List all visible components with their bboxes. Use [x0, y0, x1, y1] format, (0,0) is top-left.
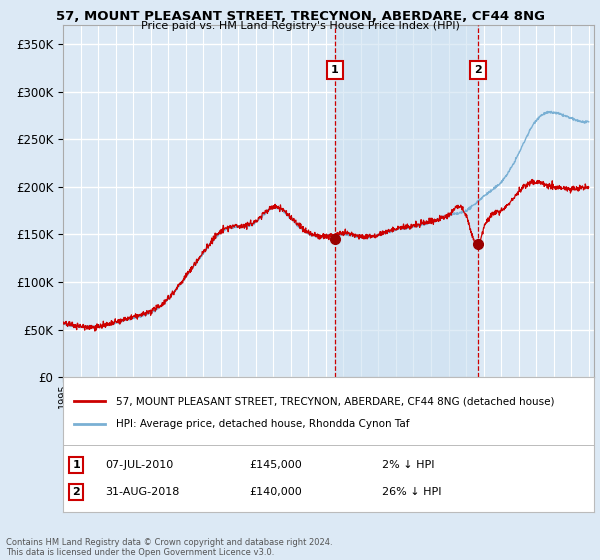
Text: 07-JUL-2010: 07-JUL-2010 [106, 460, 174, 470]
Text: 1: 1 [73, 460, 80, 470]
Text: 26% ↓ HPI: 26% ↓ HPI [382, 487, 441, 497]
Text: 57, MOUNT PLEASANT STREET, TRECYNON, ABERDARE, CF44 8NG: 57, MOUNT PLEASANT STREET, TRECYNON, ABE… [56, 10, 545, 23]
Text: Contains HM Land Registry data © Crown copyright and database right 2024.
This d: Contains HM Land Registry data © Crown c… [6, 538, 332, 557]
Text: HPI: Average price, detached house, Rhondda Cynon Taf: HPI: Average price, detached house, Rhon… [116, 419, 410, 430]
Text: 2% ↓ HPI: 2% ↓ HPI [382, 460, 434, 470]
Text: 2: 2 [73, 487, 80, 497]
Text: 1: 1 [331, 65, 339, 75]
Text: £145,000: £145,000 [249, 460, 302, 470]
Text: 57, MOUNT PLEASANT STREET, TRECYNON, ABERDARE, CF44 8NG (detached house): 57, MOUNT PLEASANT STREET, TRECYNON, ABE… [116, 396, 554, 407]
Text: 2: 2 [474, 65, 482, 75]
Text: 31-AUG-2018: 31-AUG-2018 [106, 487, 180, 497]
Text: £140,000: £140,000 [249, 487, 302, 497]
Text: Price paid vs. HM Land Registry's House Price Index (HPI): Price paid vs. HM Land Registry's House … [140, 21, 460, 31]
Bar [335, 25, 478, 377]
